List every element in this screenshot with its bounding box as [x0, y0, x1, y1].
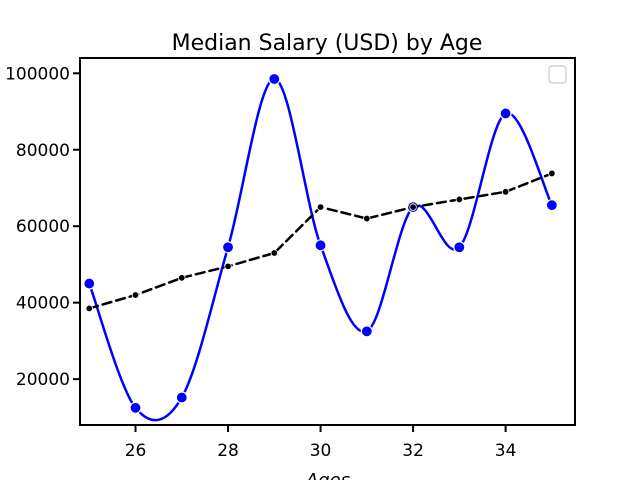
series-0-point	[221, 241, 235, 254]
series-0-point	[175, 391, 188, 404]
y-tick-label: 60000	[16, 217, 70, 237]
series-1-point	[363, 214, 371, 223]
series-0-point	[545, 199, 558, 212]
series-0-point	[360, 325, 373, 338]
series-1-point	[455, 195, 464, 204]
x-axis: 26 28 30 32 34	[125, 425, 517, 461]
x-axis-label: Ages	[305, 470, 350, 480]
series-0-line	[88, 77, 554, 422]
series-0-point	[499, 107, 512, 120]
y-tick-label: 40000	[16, 294, 70, 314]
legend-box	[548, 65, 567, 84]
series-1-point	[501, 188, 510, 196]
series-0-point	[314, 239, 327, 252]
plot-frame	[79, 57, 576, 426]
y-tick-label: 80000	[16, 141, 70, 161]
series-0-point	[268, 72, 281, 86]
y-tick-label: 20000	[16, 370, 70, 390]
series-0-point	[129, 401, 142, 414]
series-1-point	[409, 203, 417, 211]
x-tick-label: 30	[310, 441, 332, 461]
x-tick-label: 26	[125, 441, 147, 461]
x-tick-label: 32	[402, 441, 424, 461]
series-1-point	[85, 304, 93, 313]
series-layer	[83, 72, 558, 422]
series-1-point	[131, 291, 140, 299]
series-1-point	[178, 274, 186, 282]
x-tick-label: 34	[495, 441, 517, 461]
series-0-point	[453, 241, 466, 254]
series-1-point	[548, 169, 556, 178]
x-tick-label: 28	[217, 441, 239, 461]
series-1-point	[316, 203, 325, 211]
series-0-point	[83, 277, 96, 290]
y-tick-label: 100000	[5, 64, 70, 84]
series-1-point	[270, 249, 278, 257]
series-1-point	[224, 262, 232, 271]
chart-title: Median Salary (USD) by Age	[172, 31, 483, 56]
y-axis: 20000 40000 60000 80000 100000	[5, 64, 80, 390]
